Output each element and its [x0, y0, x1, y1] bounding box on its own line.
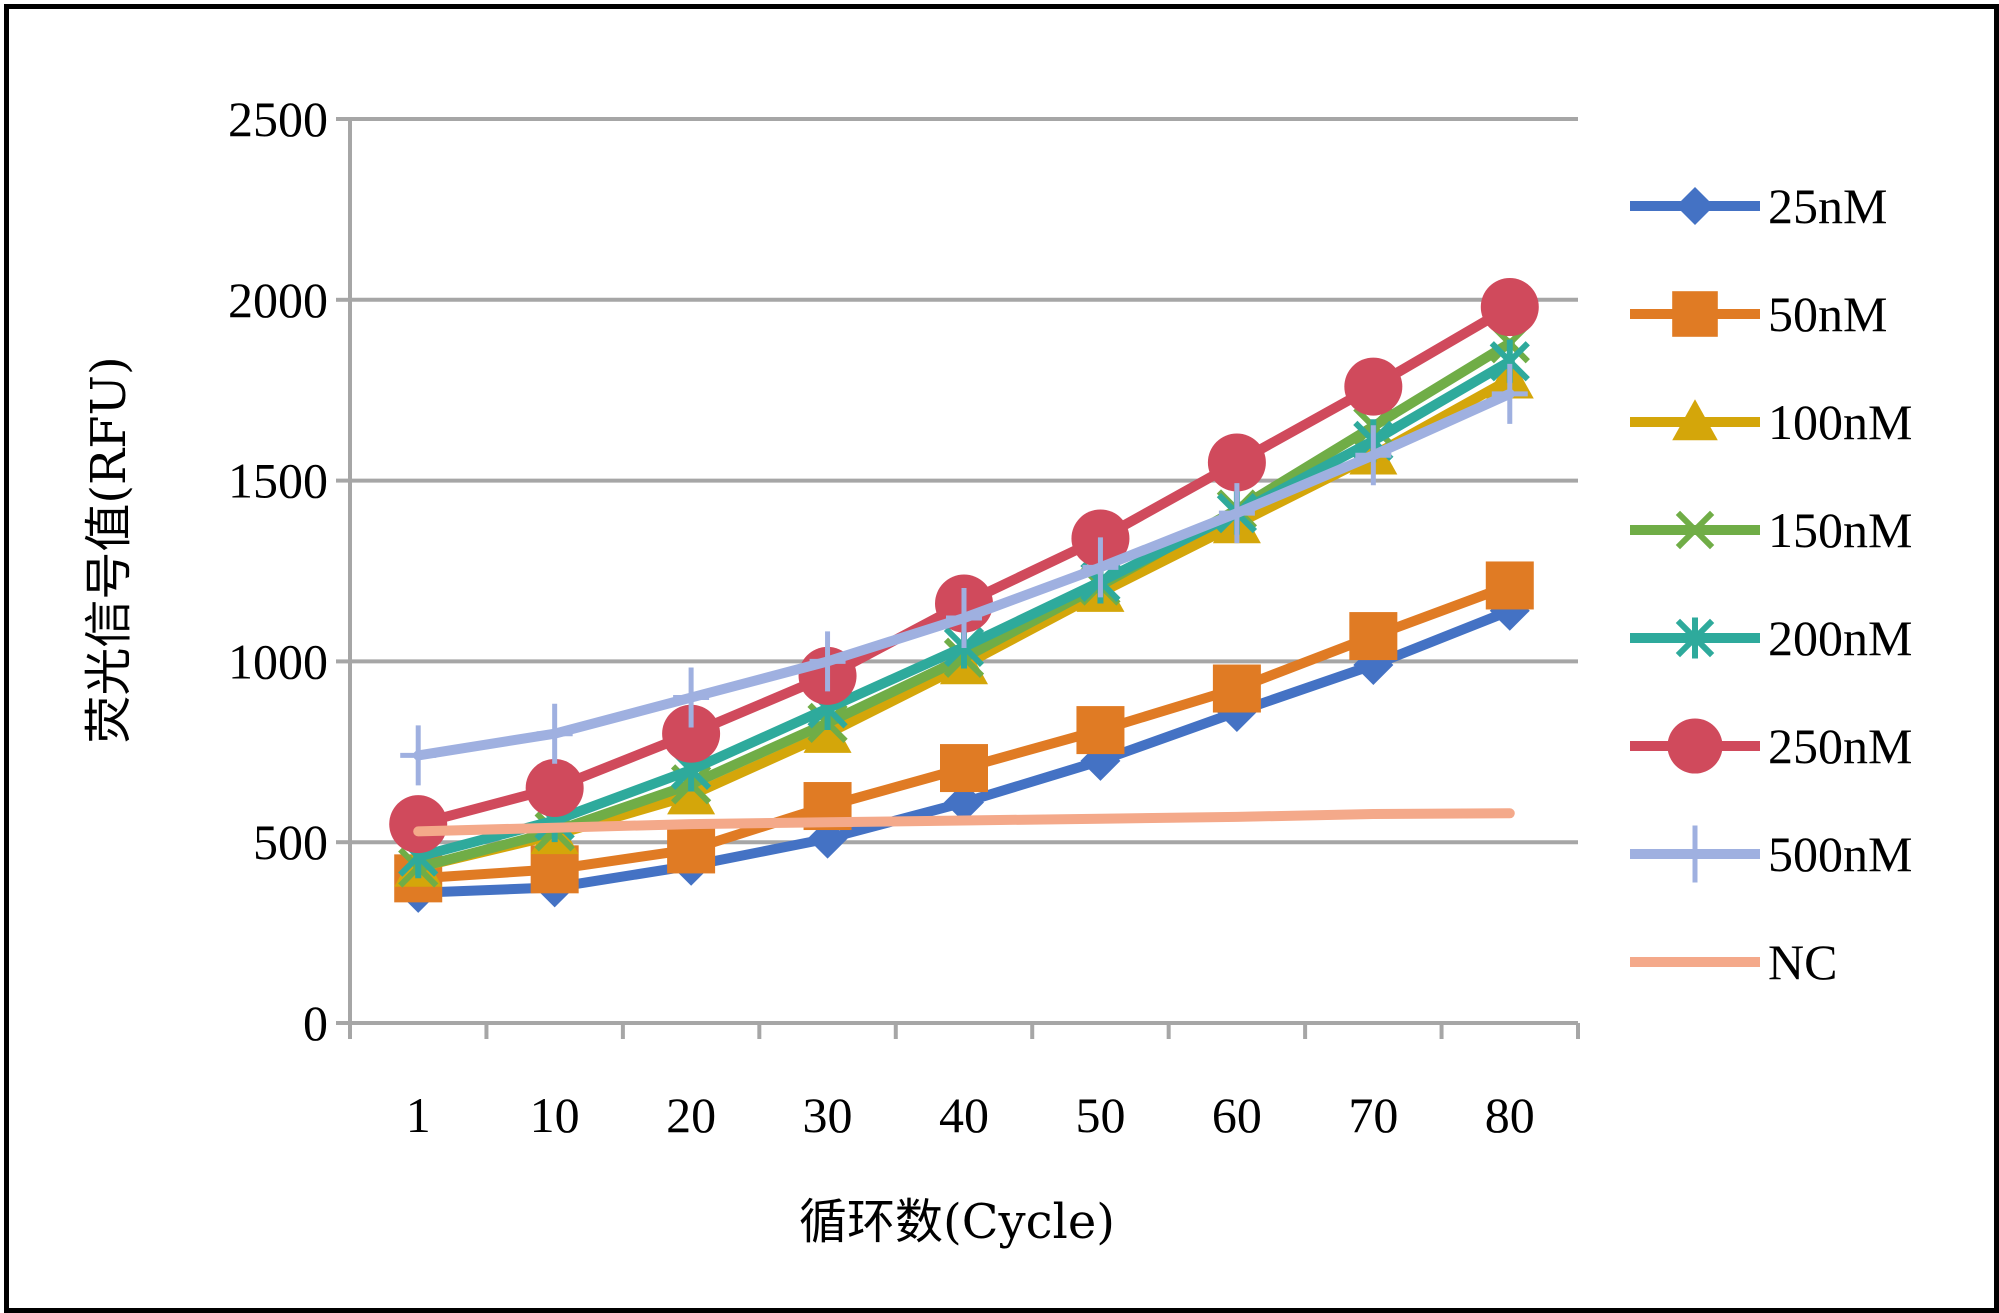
- axes: [336, 117, 1580, 1039]
- legend-entry-25nM: 25nM: [1630, 178, 1887, 234]
- data-point-250nM-20: [662, 704, 721, 763]
- series-500nM: [400, 363, 1528, 786]
- legend: 25nM 50nM 100nM 150nM 200nM 250nM 500nM NC: [1630, 178, 1912, 990]
- y-tick-label-3: 1500: [228, 453, 328, 509]
- y-tick-label-1: 500: [253, 814, 328, 870]
- x-tick-label-5: 50: [1075, 1087, 1125, 1143]
- x-tick-label-1: 10: [530, 1087, 580, 1143]
- data-point-100nM-20: [667, 771, 716, 815]
- series-NC: [413, 808, 1515, 837]
- legend-marker-25nM: [1676, 187, 1714, 225]
- data-point-500nM-40: [946, 588, 982, 649]
- data-point-250nM-60: [1207, 433, 1266, 492]
- data-point-500nM-80: [1491, 363, 1528, 424]
- series-line-NC: [413, 808, 1515, 837]
- data-point-50nM-80: [1485, 561, 1534, 610]
- legend-entry-150nM: 150nM: [1630, 502, 1912, 558]
- legend-label-500nM: 500nM: [1768, 826, 1912, 882]
- data-point-50nM-20: [667, 825, 716, 874]
- y-tick-label-5: 2500: [228, 91, 328, 147]
- legend-entry-NC: NC: [1630, 934, 1837, 990]
- legend-marker-100nM: [1672, 399, 1718, 441]
- x-tick-label-8: 80: [1485, 1087, 1535, 1143]
- x-tick-label-7: 70: [1348, 1087, 1398, 1143]
- x-tick-label-0: 1: [406, 1087, 431, 1143]
- data-point-500nM-1: [400, 725, 437, 786]
- x-tick-label-3: 30: [803, 1087, 853, 1143]
- legend-entry-250nM: 250nM: [1630, 718, 1912, 774]
- legend-entry-200nM: 200nM: [1630, 610, 1912, 666]
- x-tick-labels: 1 10 20 30 40 50 60 70 80: [406, 1087, 1535, 1143]
- legend-marker-50nM: [1672, 291, 1718, 337]
- data-point-500nM-10: [536, 703, 573, 764]
- data-point-50nM-70: [1349, 612, 1398, 661]
- data-point-50nM-60: [1212, 664, 1261, 713]
- legend-label-25nM: 25nM: [1768, 178, 1887, 234]
- data-point-100nM-30: [803, 709, 852, 753]
- legend-entry-50nM: 50nM: [1630, 286, 1887, 342]
- chart-frame: [4, 4, 1999, 1313]
- data-point-50nM-40: [940, 744, 988, 793]
- legend-marker-200nM: [1675, 617, 1715, 659]
- data-point-50nM-50: [1076, 706, 1125, 755]
- legend-entry-100nM: 100nM: [1630, 394, 1912, 450]
- legend-marker-250nM: [1667, 718, 1723, 774]
- legend-label-100nM: 100nM: [1768, 394, 1912, 450]
- y-tick-labels: 0 500 1000 1500 2000 2500: [228, 91, 328, 1051]
- series-group: [389, 278, 1539, 913]
- data-point-250nM-70: [1344, 357, 1403, 416]
- legend-entry-500nM: 500nM: [1630, 825, 1912, 883]
- legend-marker-150nM: [1675, 510, 1715, 550]
- legend-label-NC: NC: [1768, 934, 1837, 990]
- data-point-250nM-80: [1480, 278, 1539, 337]
- data-point-500nM-30: [809, 631, 846, 692]
- data-point-250nM-1: [389, 795, 448, 854]
- x-axis-title: 循环数(Cycle): [799, 1194, 1115, 1250]
- x-tick-label-4: 40: [939, 1087, 989, 1143]
- data-point-500nM-20: [673, 667, 710, 728]
- data-point-25nM-40: [944, 782, 984, 823]
- y-axis-title: 荧光信号值(RFU): [81, 356, 137, 743]
- y-tick-label-2: 1000: [228, 633, 328, 689]
- data-point-500nM-50: [1082, 537, 1119, 598]
- y-tick-label-0: 0: [303, 995, 328, 1051]
- x-tick-label-2: 20: [666, 1087, 716, 1143]
- legend-label-150nM: 150nM: [1768, 502, 1912, 558]
- data-point-500nM-60: [1218, 483, 1255, 544]
- data-point-250nM-10: [525, 758, 584, 817]
- legend-label-200nM: 200nM: [1768, 610, 1912, 666]
- legend-label-250nM: 250nM: [1768, 718, 1912, 774]
- x-tick-label-6: 60: [1212, 1087, 1262, 1143]
- legend-label-50nM: 50nM: [1768, 286, 1887, 342]
- data-point-500nM-70: [1355, 425, 1392, 486]
- legend-marker-500nM: [1677, 825, 1713, 883]
- y-tick-label-4: 2000: [228, 272, 328, 328]
